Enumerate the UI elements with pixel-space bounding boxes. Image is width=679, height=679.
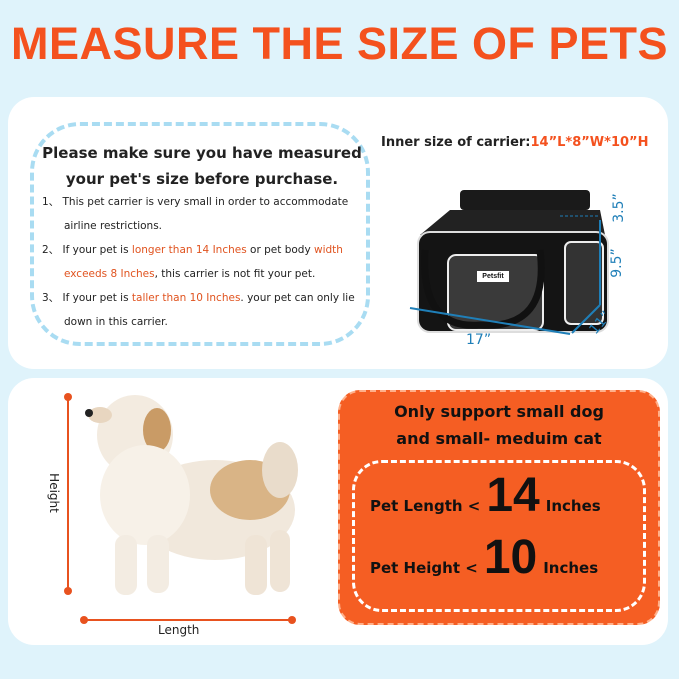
height-limit: Pet Height < 10 Inches [370, 530, 630, 585]
text: or pet body [246, 244, 315, 256]
height-limit-label: Pet Height < [370, 559, 478, 577]
height-line [67, 397, 69, 591]
page-title: MEASURE THE SIZE OF PETS [10, 18, 669, 69]
length-dot [288, 616, 296, 624]
instruction-2: 2、 If your pet is longer than 14 Inches … [42, 238, 362, 263]
support-text: Only support small dog and small- meduim… [338, 398, 660, 452]
support-line: Only support small dog [394, 402, 604, 421]
heading-line: your pet's size before purchase. [65, 170, 339, 188]
length-line [84, 619, 292, 621]
support-line: and small- meduim cat [396, 429, 602, 448]
length-limit-unit: Inches [545, 497, 601, 515]
heading-line: Please make sure you have measured [42, 144, 362, 162]
highlight: width [314, 244, 343, 256]
text: 2、 If your pet is [42, 244, 132, 256]
carrier-bag-image [409, 190, 609, 335]
instruction-1: 1、 This pet carrier is very small in ord… [42, 196, 349, 208]
height-limit-unit: Inches [543, 559, 599, 577]
text: , this carrier is not fit your pet. [154, 268, 316, 280]
inner-size-value: 14”L*8”W*10”H [530, 135, 649, 150]
instructions-box [30, 122, 370, 346]
instruction-2-cont: exceeds 8 Inches, this carrier is not fi… [42, 262, 362, 287]
dim-length: 17” [466, 332, 492, 348]
dog-photo [85, 395, 298, 595]
height-dot [64, 587, 72, 595]
inner-size-label: Inner size of carrier:14”L*8”W*10”H [381, 135, 648, 150]
highlight: longer than 14 Inches [131, 244, 247, 256]
limits-box [352, 460, 646, 612]
instruction-1-cont: airline restrictions. [64, 220, 163, 232]
label: Inner size of carrier: [381, 135, 531, 150]
height-label: Height [46, 473, 61, 513]
dim-height: 9.5” [608, 248, 625, 278]
length-limit-label: Pet Length < [370, 497, 481, 515]
length-limit: Pet Length < 14 Inches [370, 468, 630, 523]
height-limit-value: 10 [483, 531, 538, 584]
brand-tag: Petsfit [477, 271, 509, 282]
instruction-3-cont: down in this carrier. [64, 316, 168, 328]
text: . your pet can only lie [240, 292, 355, 304]
instruction-3: 3、 If your pet is taller than 10 Inches.… [42, 286, 362, 311]
highlight: exceeds 8 Inches [64, 268, 155, 280]
height-dot [64, 393, 72, 401]
length-dot [80, 616, 88, 624]
highlight: taller than 10 Inches [131, 292, 241, 304]
size-limit-box [338, 390, 660, 625]
dim-top: 3.5” [610, 193, 627, 223]
length-limit-value: 14 [486, 469, 540, 522]
text: 3、 If your pet is [42, 292, 132, 304]
length-label: Length [158, 623, 200, 637]
instructions-heading: Please make sure you have measured your … [38, 140, 366, 192]
